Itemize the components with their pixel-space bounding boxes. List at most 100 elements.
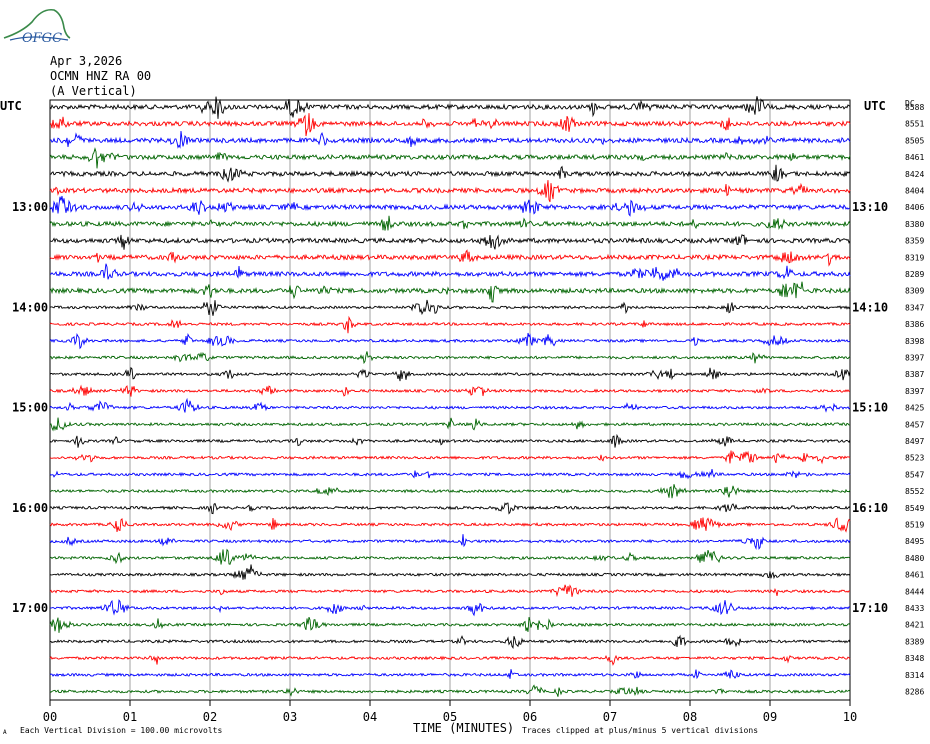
- trace-line: [49, 384, 851, 397]
- trace-line: [49, 397, 851, 413]
- dc-value: 8309: [905, 287, 924, 296]
- dc-value: 8314: [905, 671, 924, 680]
- x-tick-label: 05: [443, 710, 457, 724]
- dc-value: 8386: [905, 320, 924, 329]
- dc-value: 8387: [905, 370, 924, 379]
- dc-value: 8424: [905, 170, 924, 179]
- x-tick-label: 08: [683, 710, 697, 724]
- x-tick-label: 02: [203, 710, 217, 724]
- dc-value: 8289: [905, 270, 924, 279]
- trace-line: [49, 534, 851, 551]
- trace-line: [49, 654, 851, 666]
- trace-line: [49, 450, 851, 465]
- right-time-label: 16:10: [852, 501, 888, 515]
- x-tick-label: 06: [523, 710, 537, 724]
- x-tick-label: 00: [43, 710, 57, 724]
- dc-value: 8552: [905, 487, 924, 496]
- trace-line: [49, 215, 851, 231]
- left-utc-label: UTC: [0, 99, 22, 113]
- trace-line: [49, 669, 851, 680]
- ofgc-logo: OFGC: [2, 4, 72, 50]
- right-time-label: 15:10: [852, 401, 888, 415]
- dc-value: 8425: [905, 404, 924, 413]
- station-label: OCMN HNZ RA 00: [50, 69, 152, 83]
- trace-line: [49, 249, 851, 267]
- dc-value: 8497: [905, 437, 924, 446]
- trace-line: [49, 502, 851, 515]
- dc-value: 8495: [905, 537, 924, 546]
- dc-value: 8505: [905, 136, 924, 145]
- left-time-label: 16:00: [12, 501, 48, 515]
- x-tick-label: 07: [603, 710, 617, 724]
- trace-line: [49, 180, 851, 203]
- trace-line: [49, 281, 851, 303]
- trace-line: [49, 130, 851, 149]
- trace-line: [49, 584, 851, 598]
- dc-value: 8348: [905, 654, 924, 663]
- dc-value: 8380: [905, 220, 924, 229]
- component-label: (A Vertical): [50, 84, 137, 98]
- dc-value: 8549: [905, 504, 924, 513]
- corner-mark: A: [3, 729, 7, 736]
- x-axis-label: TIME (MINUTES): [413, 721, 514, 735]
- dc-value: 8389: [905, 637, 924, 646]
- trace-line: [49, 147, 851, 169]
- footer-right: Traces clipped at plus/minus 5 vertical …: [522, 726, 758, 735]
- trace-line: [49, 366, 851, 382]
- trace-line: [49, 599, 851, 617]
- trace-line: [49, 113, 851, 137]
- trace-line: [49, 484, 851, 499]
- trace-line: [49, 195, 851, 217]
- x-tick-label: 03: [283, 710, 297, 724]
- trace-line: [49, 469, 851, 480]
- trace-line: [49, 548, 851, 565]
- dc-value: 8551: [905, 120, 924, 129]
- right-time-label: 13:10: [852, 200, 888, 214]
- dc-value: 8523: [905, 454, 924, 463]
- trace-line: [49, 433, 851, 448]
- trace-line: [49, 684, 851, 697]
- logo-text: OFGC: [22, 31, 62, 46]
- dc-value: 8359: [905, 237, 924, 246]
- dc-value: 8404: [905, 187, 924, 196]
- x-tick-label: 10: [843, 710, 857, 724]
- trace-line: [49, 234, 851, 250]
- trace-line: [49, 564, 851, 580]
- left-time-label: 14:00: [12, 300, 48, 314]
- left-time-label: 17:00: [12, 601, 48, 615]
- dc-value: 8397: [905, 387, 924, 396]
- dc-value: 8286: [905, 688, 924, 697]
- footer-left: Each Vertical Division = 100.00 microvol…: [20, 726, 222, 735]
- dc-value: 8433: [905, 604, 924, 613]
- dc-value: 8480: [905, 554, 924, 563]
- trace-line: [49, 616, 851, 633]
- trace-line: [49, 315, 851, 334]
- dc-value: 8319: [905, 253, 924, 262]
- trace-line: [50, 634, 851, 649]
- dc-value: 8398: [905, 337, 924, 346]
- dc-label: DC: [905, 99, 915, 108]
- dc-value: 8547: [905, 470, 924, 479]
- trace-line: [49, 299, 851, 316]
- trace-line: [49, 96, 851, 119]
- dc-value: 8406: [905, 203, 924, 212]
- left-time-label: 15:00: [12, 401, 48, 415]
- right-time-label: 14:10: [852, 300, 888, 314]
- right-utc-label: UTC: [864, 99, 886, 113]
- trace-line: [49, 164, 851, 183]
- dc-value: 8588: [905, 103, 924, 112]
- trace-line: [49, 517, 851, 533]
- x-tick-label: 09: [763, 710, 777, 724]
- dc-value: 8461: [905, 153, 924, 162]
- dc-value: 8444: [905, 587, 924, 596]
- x-tick-label: 04: [363, 710, 377, 724]
- dc-value: 8347: [905, 303, 924, 312]
- dc-value: 8461: [905, 571, 924, 580]
- trace-line: [49, 263, 851, 281]
- date-label: Apr 3,2026: [50, 54, 123, 68]
- dc-value: 8519: [905, 521, 924, 530]
- trace-line: [49, 351, 851, 365]
- trace-line: [49, 332, 851, 350]
- right-time-label: 17:10: [852, 601, 888, 615]
